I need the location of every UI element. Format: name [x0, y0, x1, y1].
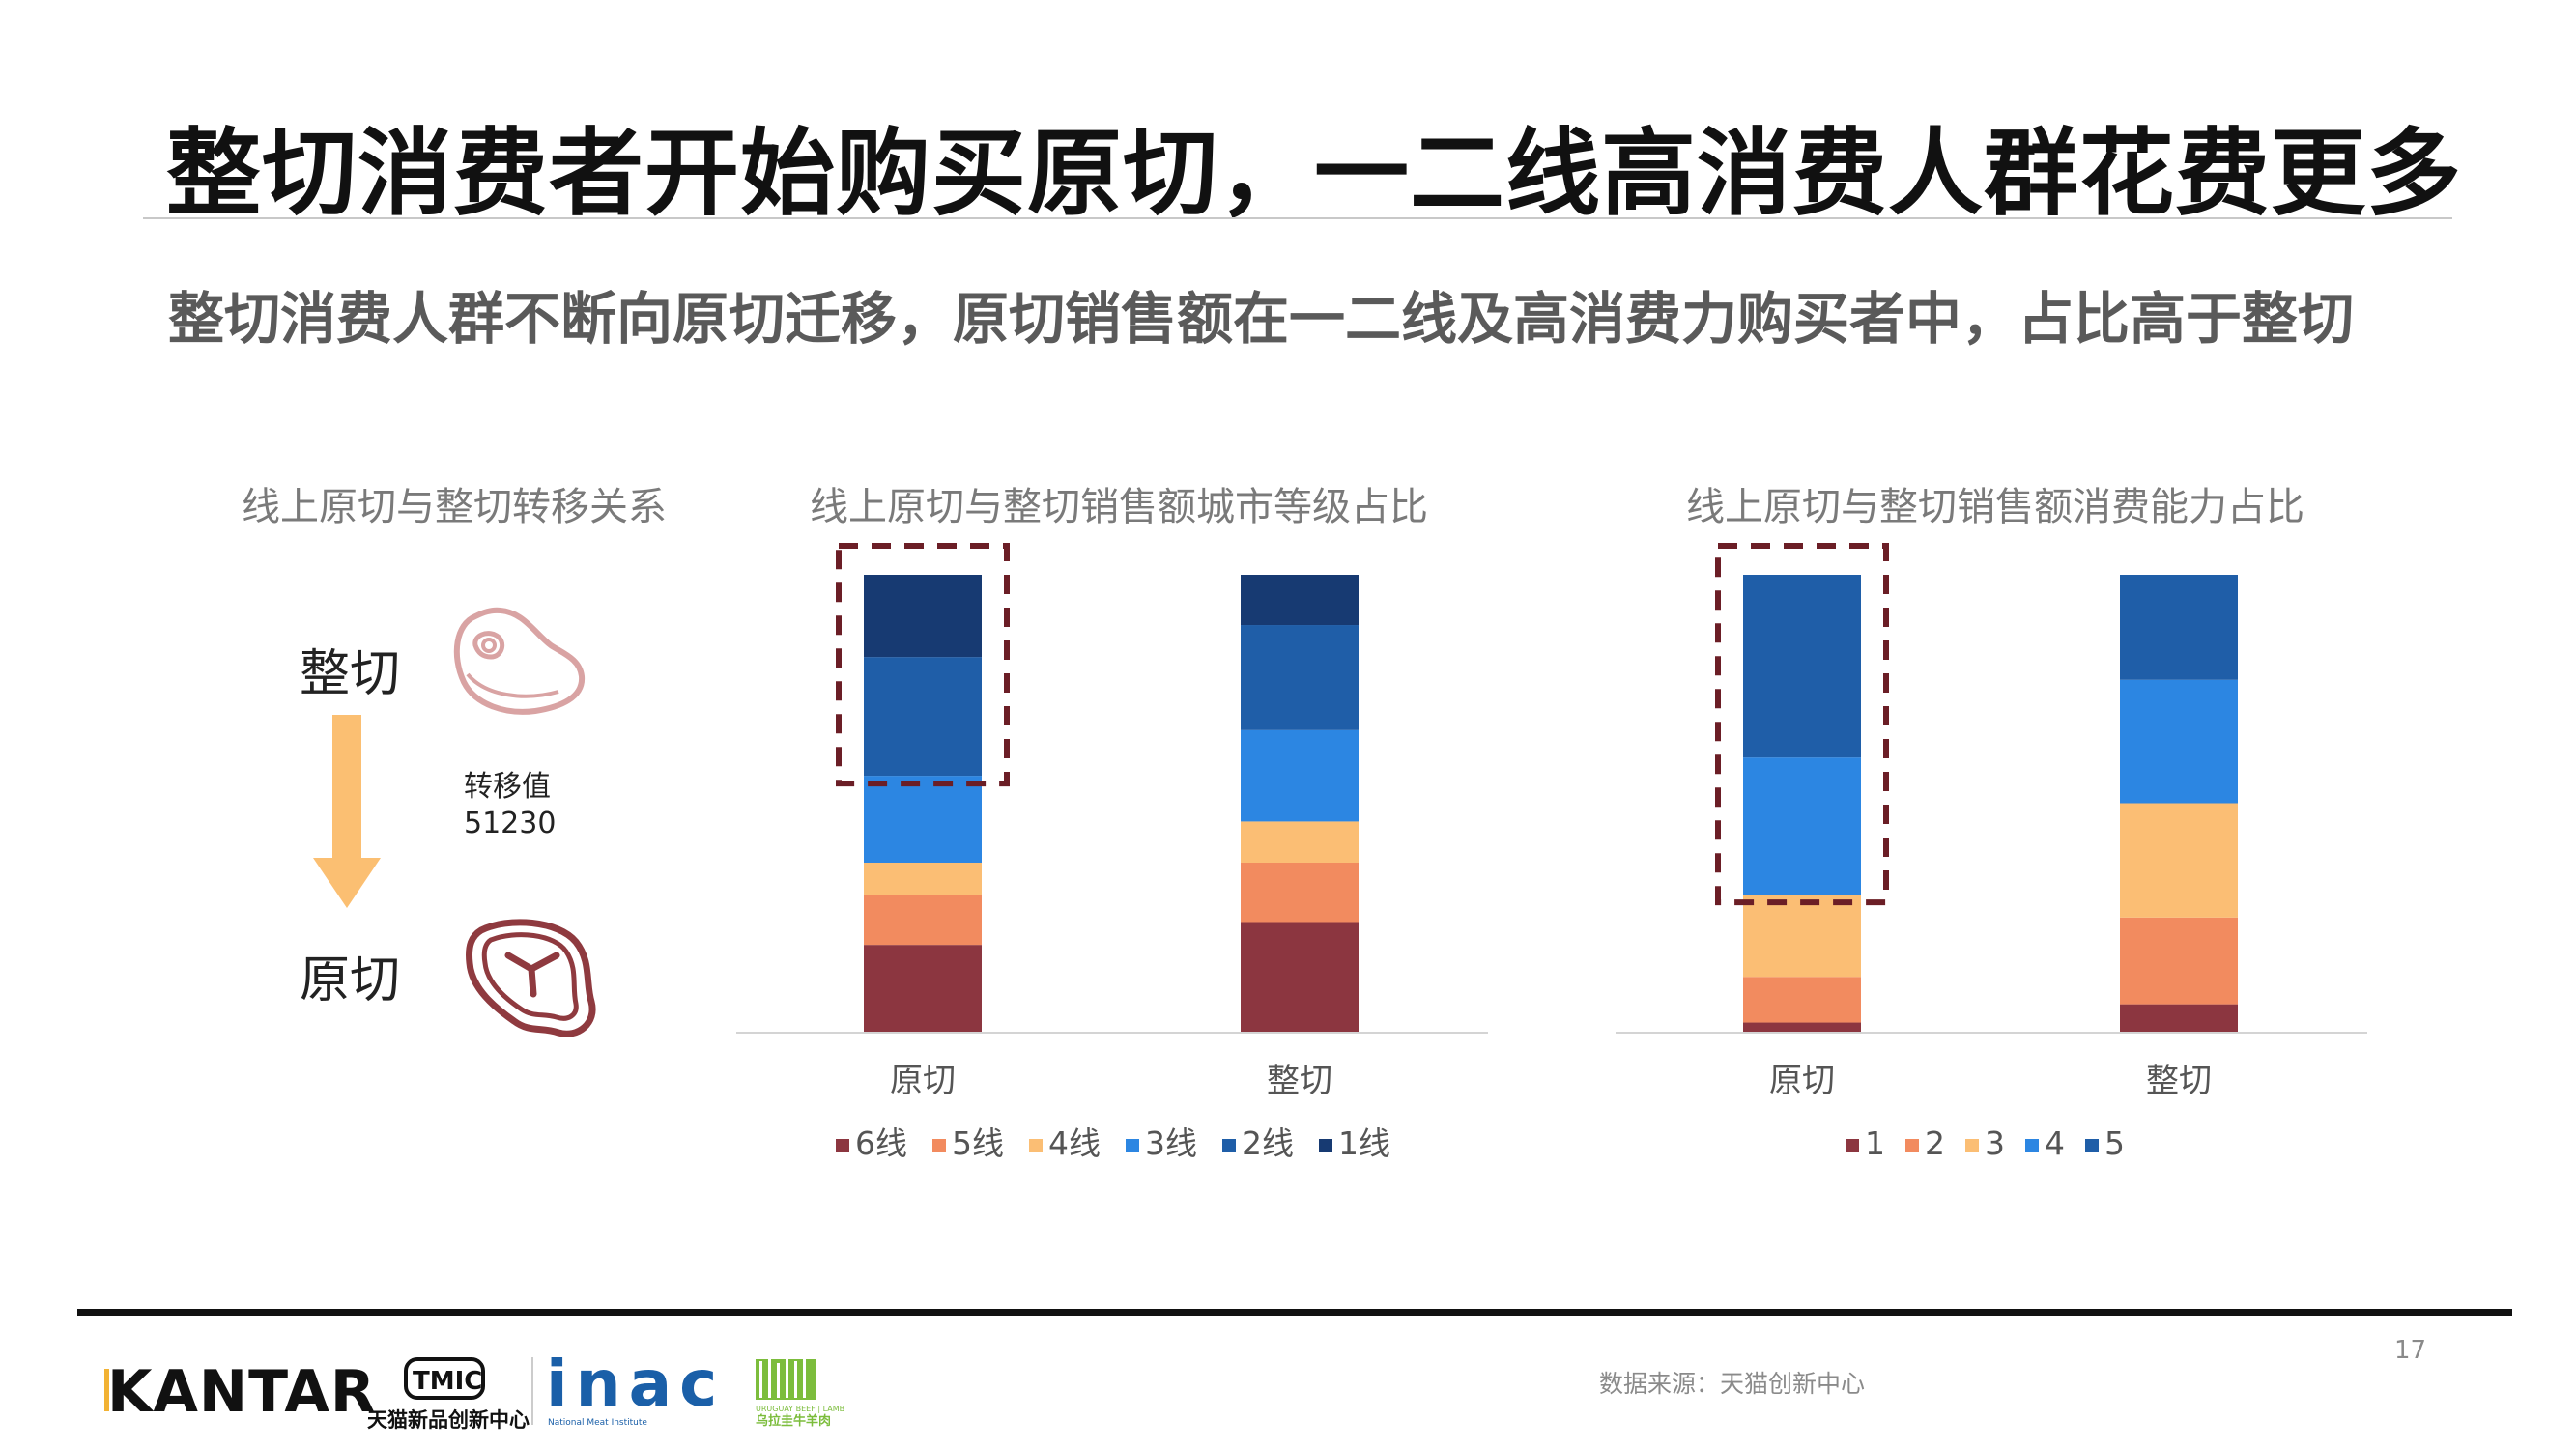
bar-segment-6线-整切: [1241, 922, 1359, 1032]
chart2-title: 线上原切与整切销售额消费能力占比: [1686, 485, 2304, 529]
steak-outline-icon: [453, 607, 586, 715]
legend-label-5线: 5线: [952, 1124, 1004, 1162]
bar-segment-3-原切: [1743, 895, 1861, 978]
bar-segment-5-原切: [1743, 575, 1861, 758]
x-tick-label: 原切: [1769, 1062, 1835, 1100]
to-label: 原切: [300, 952, 401, 1009]
legend-label-4线: 4线: [1048, 1124, 1101, 1162]
data-source: 数据来源：天猫创新中心: [1599, 1370, 1866, 1398]
legend-label-1线: 1线: [1338, 1124, 1390, 1162]
down-arrow-icon: [313, 715, 381, 908]
svg-text:KANTAR: KANTAR: [107, 1358, 376, 1426]
ribeye-outline-icon: [466, 919, 596, 1037]
legend-swatch-6线: [836, 1139, 849, 1152]
bar-segment-4-原切: [1743, 757, 1861, 895]
legend-label-3线: 3线: [1145, 1124, 1197, 1162]
legend-swatch-1线: [1319, 1139, 1332, 1152]
transfer-value-block: 转移值 51230: [464, 769, 556, 842]
bar-segment-3线-原切: [864, 776, 982, 863]
page-number: 17: [2394, 1336, 2427, 1365]
bar-segment-3线-整切: [1241, 729, 1359, 822]
legend-label-2: 2: [1925, 1124, 1945, 1162]
transfer-value-label: 转移值: [464, 770, 551, 804]
bar-segment-4线-原切: [864, 862, 982, 895]
bar-segment-1线-整切: [1241, 575, 1359, 626]
legend-swatch-2线: [1222, 1139, 1236, 1152]
legend-swatch-1: [1846, 1139, 1859, 1152]
svg-text:天猫新品创新中心: 天猫新品创新中心: [367, 1408, 530, 1432]
bar-segment-4-整切: [2120, 679, 2238, 804]
bar-segment-3-整切: [2120, 803, 2238, 918]
bar-segment-2线-整切: [1241, 625, 1359, 730]
consumption-power-chart: 原切 整切 1 2 3 4 5: [1616, 543, 2367, 1162]
legend-label-4: 4: [2045, 1124, 2065, 1162]
footer-divider: [77, 1309, 2512, 1316]
bar-segment-2线-原切: [864, 657, 982, 777]
x-tick-label: 整切: [2146, 1062, 2212, 1100]
legend-swatch-4线: [1029, 1139, 1043, 1152]
title-divider: [143, 217, 2452, 219]
bar-segment-6线-原切: [864, 945, 982, 1032]
legend-swatch-3: [1965, 1139, 1979, 1152]
page-subtitle: 整切消费人群不断向原切迁移，原切销售额在一二线及高消费力购买者中，占比高于整切: [168, 286, 2355, 352]
bar-segment-1-原切: [1743, 1022, 1861, 1032]
bar-segment-1线-原切: [864, 575, 982, 658]
legend-label-2线: 2线: [1242, 1124, 1294, 1162]
inac-logo: inac National Meat Institute: [546, 1348, 725, 1428]
chart1-title: 线上原切与整切销售额城市等级占比: [810, 485, 1428, 529]
transfer-panel-title: 线上原切与整切转移关系: [242, 485, 667, 529]
legend-swatch-3线: [1126, 1139, 1139, 1152]
bar-segment-2-整切: [2120, 917, 2238, 1005]
logo-separator: [531, 1357, 533, 1425]
highlight-box: [836, 543, 1010, 787]
svg-text:乌拉圭牛羊肉: 乌拉圭牛羊肉: [756, 1413, 831, 1429]
bar-segment-4线-整切: [1241, 821, 1359, 863]
tmic-logo: TMIC 天猫新品创新中心: [367, 1357, 530, 1432]
partner-logos: KANTAR TMIC 天猫新品创新中心 inac National Meat …: [104, 1348, 844, 1432]
from-label: 整切: [300, 645, 401, 703]
legend-label-1: 1: [1865, 1124, 1885, 1162]
legend-label-5: 5: [2104, 1124, 2125, 1162]
bar-segment-5线-整切: [1241, 862, 1359, 923]
svg-text:URUGUAY BEEF | LAMB: URUGUAY BEEF | LAMB: [756, 1405, 844, 1413]
legend-swatch-5: [2085, 1139, 2099, 1152]
page-title: 整切消费者开始购买原切，一二线高消费人群花费更多: [166, 119, 2463, 229]
svg-text:National Meat Institute: National Meat Institute: [548, 1418, 647, 1428]
bar-segment-1-整切: [2120, 1004, 2238, 1032]
uruguay-beef-logo: URUGUAY BEEF | LAMB 乌拉圭牛羊肉: [756, 1357, 844, 1429]
legend-swatch-2: [1905, 1139, 1919, 1152]
legend-swatch-5线: [932, 1139, 946, 1152]
svg-text:inac: inac: [546, 1348, 725, 1421]
x-tick-label: 整切: [1267, 1062, 1332, 1100]
legend-label-6线: 6线: [855, 1124, 907, 1162]
bar-segment-5-整切: [2120, 575, 2238, 680]
legend-label-3: 3: [1985, 1124, 2005, 1162]
bar-segment-5线-原切: [864, 895, 982, 946]
legend-swatch-4: [2025, 1139, 2039, 1152]
svg-text:TMIC: TMIC: [413, 1367, 482, 1396]
city-tier-chart: 原切 整切 6线 5线 4线 3线 2线 1线: [736, 543, 1488, 1162]
highlight-box: [1715, 543, 1889, 906]
kantar-logo: KANTAR: [104, 1358, 376, 1426]
transfer-value: 51230: [464, 807, 557, 840]
bar-segment-2-原切: [1743, 977, 1861, 1023]
x-tick-label: 原切: [890, 1062, 956, 1100]
